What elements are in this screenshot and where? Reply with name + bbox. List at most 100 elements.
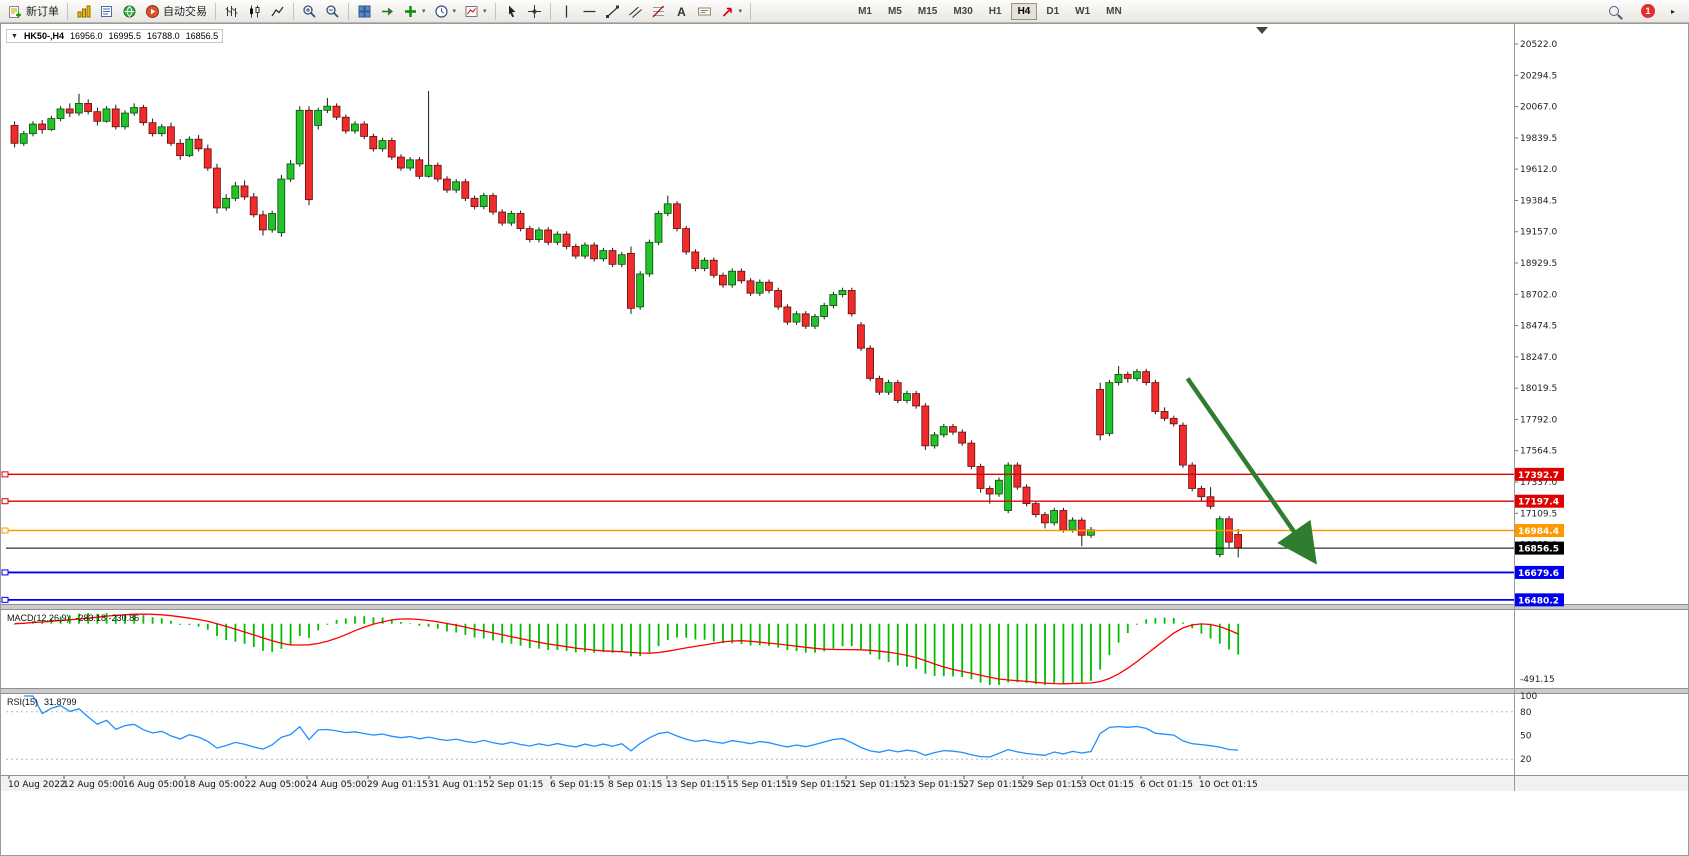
- panel-splitter[interactable]: [1, 604, 1688, 610]
- candle: [1105, 382, 1114, 434]
- candle: [176, 142, 185, 157]
- timeframe-button-M5[interactable]: M5: [887, 5, 902, 17]
- candle: [268, 213, 277, 231]
- auto-scroll-button[interactable]: [376, 1, 399, 21]
- price-tag[interactable]: 16856.5: [1515, 541, 1564, 555]
- candle: [590, 244, 598, 260]
- candle: [627, 252, 635, 309]
- timeframe-button-M1[interactable]: M1: [858, 5, 872, 17]
- text-label-button[interactable]: [693, 1, 716, 21]
- candle: [737, 270, 746, 282]
- search-button[interactable]: [1603, 1, 1625, 21]
- timeframe-button-M30[interactable]: M30: [953, 5, 973, 17]
- timeframe-button-W1[interactable]: W1: [1075, 5, 1091, 17]
- panel-splitter[interactable]: [1, 688, 1688, 694]
- trendline-icon: [605, 4, 620, 19]
- candle: [553, 233, 562, 243]
- channel-button[interactable]: [624, 1, 647, 21]
- candle: [1114, 373, 1123, 383]
- templates-button[interactable]: ▾: [460, 1, 491, 21]
- candle: [949, 426, 957, 433]
- chart-shift-marker[interactable]: [1256, 27, 1268, 34]
- toolbar-overflow-icon[interactable]: ▸: [1670, 6, 1675, 16]
- candle: [1123, 373, 1132, 379]
- data-window-button[interactable]: [95, 1, 118, 21]
- price-scale-label: 17337.0: [1520, 478, 1557, 488]
- candle: [581, 244, 589, 257]
- rsi-line: [23, 695, 1239, 758]
- candle: [470, 197, 479, 207]
- candle: [314, 109, 323, 126]
- toolbar-separator: [549, 2, 551, 20]
- zoom-in-button[interactable]: [298, 1, 321, 21]
- timeframe-button-H4[interactable]: H4: [1010, 2, 1038, 20]
- arrows-button[interactable]: ▾: [716, 1, 747, 21]
- navigator-button[interactable]: [118, 1, 141, 21]
- candle: [884, 382, 893, 393]
- rsi-label: RSI(15) 31.8799: [7, 697, 77, 707]
- trendline-button[interactable]: [601, 1, 624, 21]
- price-tag[interactable]: 16984.4: [1515, 524, 1564, 538]
- candle: [1050, 510, 1058, 524]
- periods-button[interactable]: ▾: [430, 1, 461, 21]
- symbol-dropdown-icon[interactable]: ▼: [11, 32, 18, 40]
- candle: [406, 159, 415, 169]
- new-order-button[interactable]: 新订单: [4, 1, 63, 21]
- arrows-icon: [720, 4, 735, 19]
- time-axis-label: 3 Oct 01:15: [1081, 780, 1134, 790]
- timeframe-button-MN[interactable]: MN: [1106, 5, 1122, 17]
- candle: [847, 290, 856, 315]
- candle: [811, 316, 819, 327]
- price-tag[interactable]: 17392.7: [1515, 467, 1564, 481]
- horizontal-lines: [1, 471, 1514, 603]
- tile-windows-button[interactable]: [353, 1, 376, 21]
- time-axis-label: 13 Sep 01:15: [666, 780, 726, 790]
- notification-badge[interactable]: 1: [1640, 4, 1655, 18]
- fibonacci-button[interactable]: [647, 1, 670, 21]
- crosshair-button[interactable]: [523, 1, 546, 21]
- candlestick-chart-button[interactable]: [243, 1, 266, 21]
- zoom-out-button[interactable]: [321, 1, 344, 21]
- trend-arrow[interactable]: [1185, 377, 1317, 565]
- autotrading-button[interactable]: 自动交易: [141, 1, 211, 21]
- price-tag[interactable]: 17197.4: [1515, 494, 1564, 508]
- market-watch-button[interactable]: [72, 1, 95, 21]
- chevron-down-icon: ▾: [738, 8, 743, 15]
- price-tag[interactable]: 16679.6: [1515, 565, 1564, 579]
- bar-chart-button[interactable]: [220, 1, 243, 21]
- timeframe-button-H1[interactable]: H1: [988, 5, 1002, 17]
- candle: [774, 290, 782, 308]
- candle: [65, 108, 74, 114]
- line-chart-button[interactable]: [266, 1, 289, 21]
- vertical-line-button[interactable]: [555, 1, 578, 21]
- indicators-button[interactable]: ▾: [399, 1, 430, 21]
- candle: [194, 138, 203, 150]
- cursor-button[interactable]: [500, 1, 523, 21]
- autotrading-label: 自动交易: [163, 6, 207, 18]
- price-tag[interactable]: 16480.2: [1515, 593, 1564, 607]
- timeframe-group: M1 M5 M15 M30 H1 H4 D1 W1 MN: [851, 2, 1129, 20]
- chart-canvas[interactable]: 20522.0 20294.5 20067.0 19839.5 19612.0 19384…: [0, 23, 1689, 856]
- candle: [424, 164, 433, 177]
- chart-symbol-label: HK50-,H4: [23, 31, 64, 41]
- candle: [857, 324, 865, 349]
- price-scale-label: 18247.0: [1520, 353, 1557, 363]
- time-axis-label: 22 Aug 05:00: [245, 780, 306, 790]
- candle: [1059, 510, 1068, 531]
- ohlc-low: 16788.0: [147, 31, 180, 41]
- candle: [866, 347, 874, 379]
- horizontal-line-button[interactable]: [578, 1, 601, 21]
- timeframe-button-D1[interactable]: D1: [1046, 5, 1060, 17]
- time-axis-label: 19 Sep 01:15: [786, 780, 846, 790]
- candle: [185, 138, 194, 157]
- svg-text:A: A: [677, 5, 686, 19]
- candle: [378, 140, 387, 150]
- timeframe-button-M15[interactable]: M15: [917, 5, 938, 17]
- candle: [139, 107, 148, 124]
- candle: [709, 259, 718, 276]
- text-button[interactable]: A: [670, 1, 693, 21]
- candle: [286, 163, 295, 180]
- candle: [544, 229, 552, 243]
